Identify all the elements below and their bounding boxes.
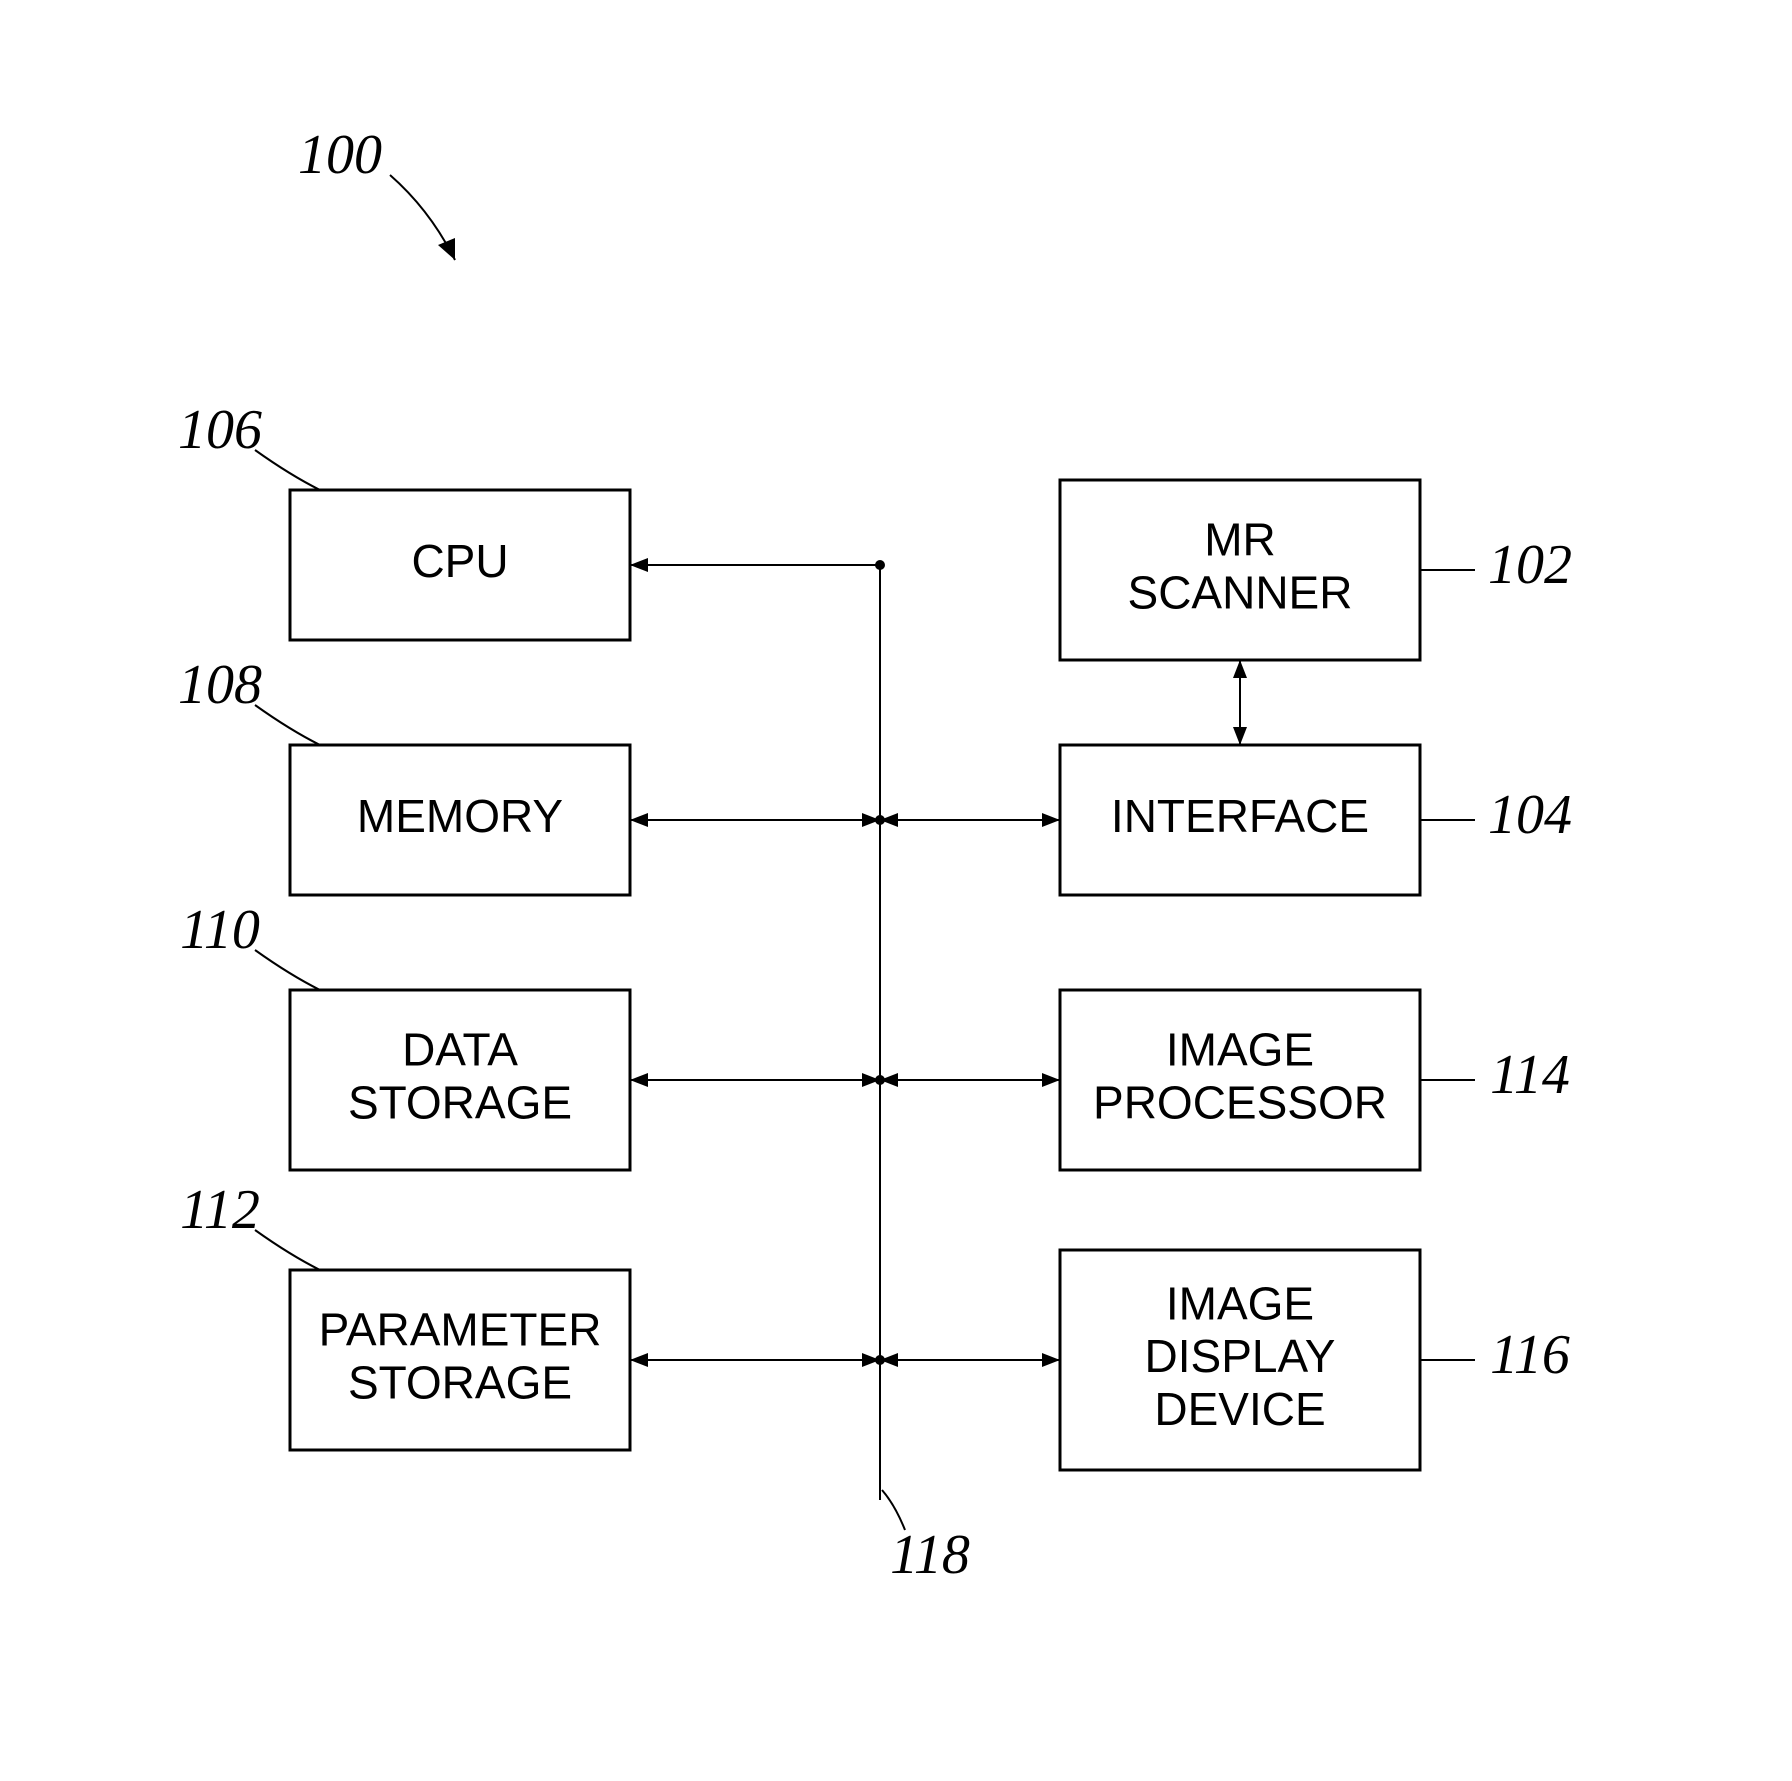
- box-memory-label-0: MEMORY: [357, 790, 563, 842]
- bus-ref: 118: [890, 1524, 970, 1586]
- box-improc-label-1: PROCESSOR: [1093, 1077, 1387, 1129]
- ref-param: 112: [180, 1179, 260, 1241]
- box-param-label-1: STORAGE: [348, 1357, 572, 1409]
- ref-lead-data: [255, 950, 320, 990]
- box-cpu: CPU 106: [178, 399, 630, 640]
- box-data-label-0: DATA: [402, 1024, 518, 1076]
- box-param: PARAMETERSTORAGE 112: [180, 1179, 630, 1450]
- ref-lead-cpu: [255, 450, 320, 490]
- ref-cpu: 106: [178, 399, 262, 461]
- ref-scanner: 102: [1488, 534, 1572, 596]
- diagram-ref-arrowhead: [438, 238, 455, 260]
- box-scanner-label-0: MR: [1204, 514, 1276, 566]
- box-display-label-0: IMAGE: [1166, 1277, 1314, 1329]
- ref-improc: 114: [1490, 1044, 1570, 1106]
- ref-memory: 108: [178, 654, 262, 716]
- ref-data: 110: [180, 899, 260, 961]
- box-scanner: MRSCANNER 102: [1060, 480, 1572, 660]
- box-cpu-label-0: CPU: [411, 535, 508, 587]
- block-diagram: 118CPU106MEMORY108DATASTORAGE110PARAMETE…: [0, 0, 1792, 1781]
- ref-display: 116: [1490, 1324, 1570, 1386]
- ref-lead-memory: [255, 705, 320, 745]
- box-data-label-1: STORAGE: [348, 1077, 572, 1129]
- box-improc: IMAGEPROCESSOR 114: [1060, 990, 1570, 1170]
- box-scanner-label-1: SCANNER: [1128, 567, 1353, 619]
- diagram-ref: 100: [298, 124, 382, 186]
- box-display-label-2: DEVICE: [1154, 1383, 1325, 1435]
- box-improc-label-0: IMAGE: [1166, 1024, 1314, 1076]
- box-interface-label-0: INTERFACE: [1111, 790, 1369, 842]
- box-interface: INTERFACE 104: [1060, 745, 1572, 895]
- ref-lead-param: [255, 1230, 320, 1270]
- box-display-label-1: DISPLAY: [1145, 1330, 1336, 1382]
- box-data: DATASTORAGE 110: [180, 899, 630, 1170]
- ref-interface: 104: [1488, 784, 1572, 846]
- box-memory: MEMORY 108: [178, 654, 630, 895]
- box-param-label-0: PARAMETER: [319, 1304, 602, 1356]
- box-display: IMAGEDISPLAYDEVICE 116: [1060, 1250, 1570, 1470]
